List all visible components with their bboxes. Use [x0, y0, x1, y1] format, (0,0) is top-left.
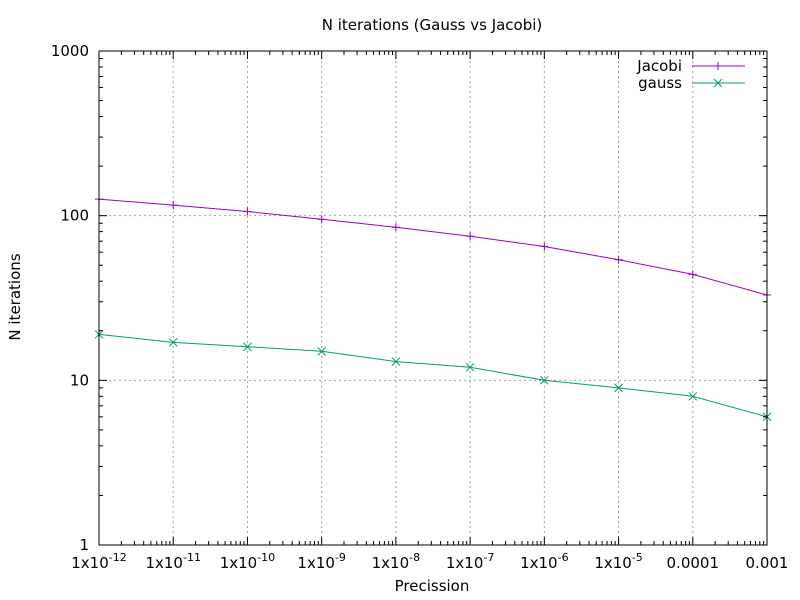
- data-point-jacobi: [317, 215, 326, 224]
- x-tick-label: 1x10-8: [372, 551, 420, 572]
- ticks: [98, 50, 768, 546]
- data-point-jacobi: [243, 207, 252, 216]
- data-point-gauss: [465, 362, 475, 372]
- x-tick-label-exponent: -12: [109, 551, 127, 564]
- x-tick-label-base: 0.0001: [667, 554, 720, 572]
- x-tick-label-exponent: -7: [483, 551, 494, 564]
- x-tick-label-base: 1x10: [71, 554, 109, 572]
- x-tick-label: 1x10-12: [71, 551, 126, 572]
- x-tick-label-exponent: -10: [257, 551, 275, 564]
- data-point-gauss: [539, 375, 549, 385]
- x-tick-labels: 1x10-12 1x10-11 1x10-10 1x10-9 1x10-8 1x10-7 1…: [71, 551, 788, 572]
- series-layer: [94, 195, 772, 422]
- x-tick-label: 1x10-11: [145, 551, 200, 572]
- series-gauss: [94, 330, 772, 422]
- legend-marker-jacobi: [714, 62, 722, 70]
- data-point-gauss: [391, 357, 401, 366]
- series-line-jacobi: [98, 198, 768, 296]
- x-tick-label-base: 1x10: [220, 554, 258, 572]
- data-point-gauss: [688, 391, 698, 401]
- chart-title: N iterations (Gauss vs Jacobi): [322, 16, 543, 34]
- y-tick-label: 1000: [51, 42, 89, 60]
- y-tick-labels: 1 10 100 1000: [51, 42, 89, 554]
- x-tick-label: 1x10-5: [594, 551, 642, 572]
- x-tick-label: 0.0001: [667, 554, 720, 572]
- y-tick-label: 10: [70, 371, 89, 389]
- x-tick-label-base: 1x10: [145, 554, 183, 572]
- x-tick-label-base: 1x10: [372, 554, 410, 572]
- x-tick-label: 0.001: [746, 554, 789, 572]
- x-tick-label-base: 1x10: [446, 554, 484, 572]
- data-point-jacobi: [540, 242, 549, 251]
- x-tick-label-exponent: -5: [632, 551, 643, 564]
- data-point-gauss: [168, 338, 178, 347]
- data-point-jacobi: [466, 232, 475, 241]
- x-tick-label-base: 0.001: [746, 554, 789, 572]
- x-tick-label: 1x10-6: [520, 551, 568, 572]
- x-tick-label-exponent: -8: [409, 551, 420, 564]
- grid: [99, 51, 767, 545]
- y-axis-label: N iterations: [6, 253, 24, 340]
- legend-label-gauss: gauss: [638, 74, 682, 92]
- data-point-jacobi: [391, 223, 400, 232]
- x-tick-label-base: 1x10: [594, 554, 632, 572]
- data-point-jacobi: [169, 201, 178, 210]
- x-tick-label: 1x10-7: [446, 551, 494, 572]
- x-tick-label-exponent: -9: [335, 551, 346, 564]
- data-point-jacobi: [614, 255, 623, 264]
- x-tick-label-exponent: -11: [183, 551, 201, 564]
- legend-marker-gauss: [713, 78, 723, 88]
- data-point-gauss: [614, 383, 623, 393]
- x-tick-label-base: 1x10: [520, 554, 558, 572]
- y-tick-label: 100: [60, 207, 89, 225]
- series-jacobi: [95, 195, 771, 299]
- x-tick-label-base: 1x10: [297, 554, 335, 572]
- x-tick-label: 1x10-9: [297, 551, 345, 572]
- x-tick-label-exponent: -6: [558, 551, 569, 564]
- data-point-gauss: [317, 346, 327, 356]
- plot-frame: [98, 50, 768, 546]
- legend-label-jacobi: Jacobi: [636, 57, 682, 75]
- x-axis-label: Precission: [395, 577, 470, 595]
- series-line-gauss: [98, 333, 768, 418]
- data-point-gauss: [243, 342, 252, 352]
- y-tick-label: 1: [79, 536, 89, 554]
- x-tick-label: 1x10-10: [220, 551, 275, 572]
- data-point-jacobi: [688, 270, 697, 279]
